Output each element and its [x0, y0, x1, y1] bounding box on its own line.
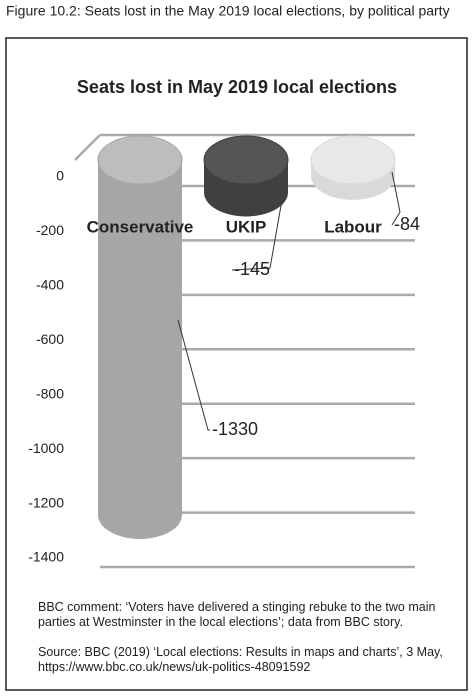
y-tick-label: -1200 [28, 494, 64, 510]
value-label: -1330 [212, 419, 258, 439]
leader-line [177, 319, 210, 431]
cylinder-top [203, 135, 289, 185]
y-tick-label: -400 [36, 277, 64, 293]
bar [98, 160, 182, 515]
frame [5, 37, 468, 691]
y-tick-label: -200 [36, 222, 64, 238]
leader-line [391, 171, 401, 226]
wall-edge [74, 134, 101, 161]
marks: -1330 Conservative -145 UKIP -84 Labour [87, 135, 420, 539]
y-tick-label: 0 [56, 168, 64, 184]
cylinder-top [310, 135, 396, 185]
value-label: -145 [234, 259, 270, 279]
category-label: Conservative [87, 217, 194, 236]
source: Source: BBC (2019) ‘Local elections: Res… [38, 645, 443, 674]
y-tick-label: -1000 [28, 440, 64, 456]
figure-caption: Figure 10.2: Seats lost in the May 2019 … [6, 3, 450, 19]
category-label: UKIP [226, 217, 267, 236]
y-tick-label: -800 [36, 385, 64, 401]
comment: BBC comment: ‘Voters have delivered a st… [38, 600, 436, 629]
cylinder-top [97, 135, 183, 185]
value-label: -84 [394, 214, 420, 234]
category-label: Labour [324, 217, 382, 236]
y-tick-label: -1400 [28, 549, 64, 565]
chart-title: Seats lost in May 2019 local elections [77, 77, 397, 97]
y-tick-label: -600 [36, 331, 64, 347]
leader-line [231, 199, 283, 271]
